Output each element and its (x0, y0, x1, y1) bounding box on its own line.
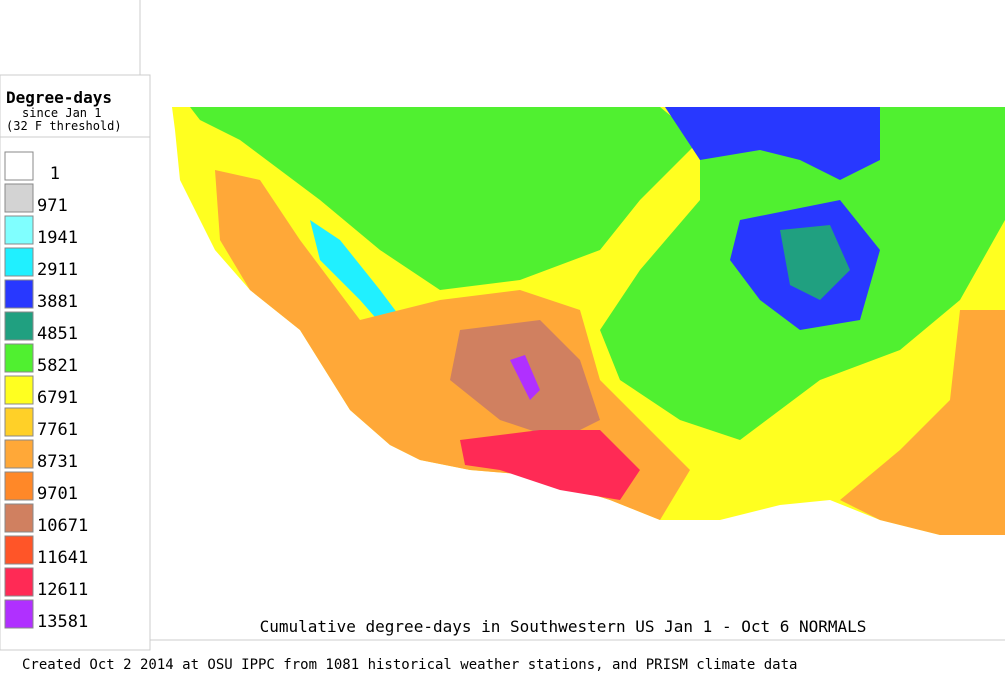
map (172, 107, 1005, 535)
legend-swatch (4, 215, 34, 245)
legend-swatch (4, 247, 34, 277)
legend-swatch (4, 503, 34, 533)
region-purple (510, 355, 540, 400)
legend-label: 1 (50, 164, 60, 184)
legend-swatch (4, 599, 34, 629)
legend-swatch (4, 375, 34, 405)
region-sierra (310, 220, 410, 340)
region-green (190, 107, 700, 290)
region-blue (665, 107, 880, 180)
legend-label: 6791 (37, 388, 78, 408)
legend-swatch (4, 535, 34, 565)
legend-threshold: (32 F threshold) (6, 119, 122, 133)
legend-swatch (4, 279, 34, 309)
legend-label: 8731 (37, 452, 78, 472)
legend-swatch (4, 343, 34, 373)
region-teal (780, 225, 850, 300)
legend-swatch (4, 407, 34, 437)
legend-label: 9701 (37, 484, 78, 504)
legend-label: 4851 (37, 324, 78, 344)
legend-swatch (4, 471, 34, 501)
legend-title: Degree-days (6, 88, 112, 107)
legend-label: 1941 (37, 228, 78, 248)
legend-swatch (4, 439, 34, 469)
region-orange-tx (840, 310, 1005, 535)
legend-label: 2911 (37, 260, 78, 280)
frame (0, 0, 1005, 651)
region-red (460, 430, 640, 500)
legend: Degree-days since Jan 1 (32 F threshold)… (4, 88, 122, 632)
legend-label: 11641 (37, 548, 88, 568)
legend-swatch (4, 151, 34, 181)
legend-label: 3881 (37, 292, 78, 312)
footer: Created Oct 2 2014 at OSU IPPC from 1081… (22, 657, 797, 673)
legend-label: 7761 (37, 420, 78, 440)
legend-label: 5821 (37, 356, 78, 376)
legend-label: 971 (37, 196, 68, 216)
legend-label: 13581 (37, 612, 88, 632)
legend-subtitle: since Jan 1 (22, 106, 101, 120)
legend-label: 12611 (37, 580, 88, 600)
legend-swatch (4, 567, 34, 597)
map-caption: Cumulative degree-days in Southwestern U… (260, 617, 867, 636)
legend-swatch (4, 183, 34, 213)
legend-label: 10671 (37, 516, 88, 536)
legend-swatch (4, 311, 34, 341)
